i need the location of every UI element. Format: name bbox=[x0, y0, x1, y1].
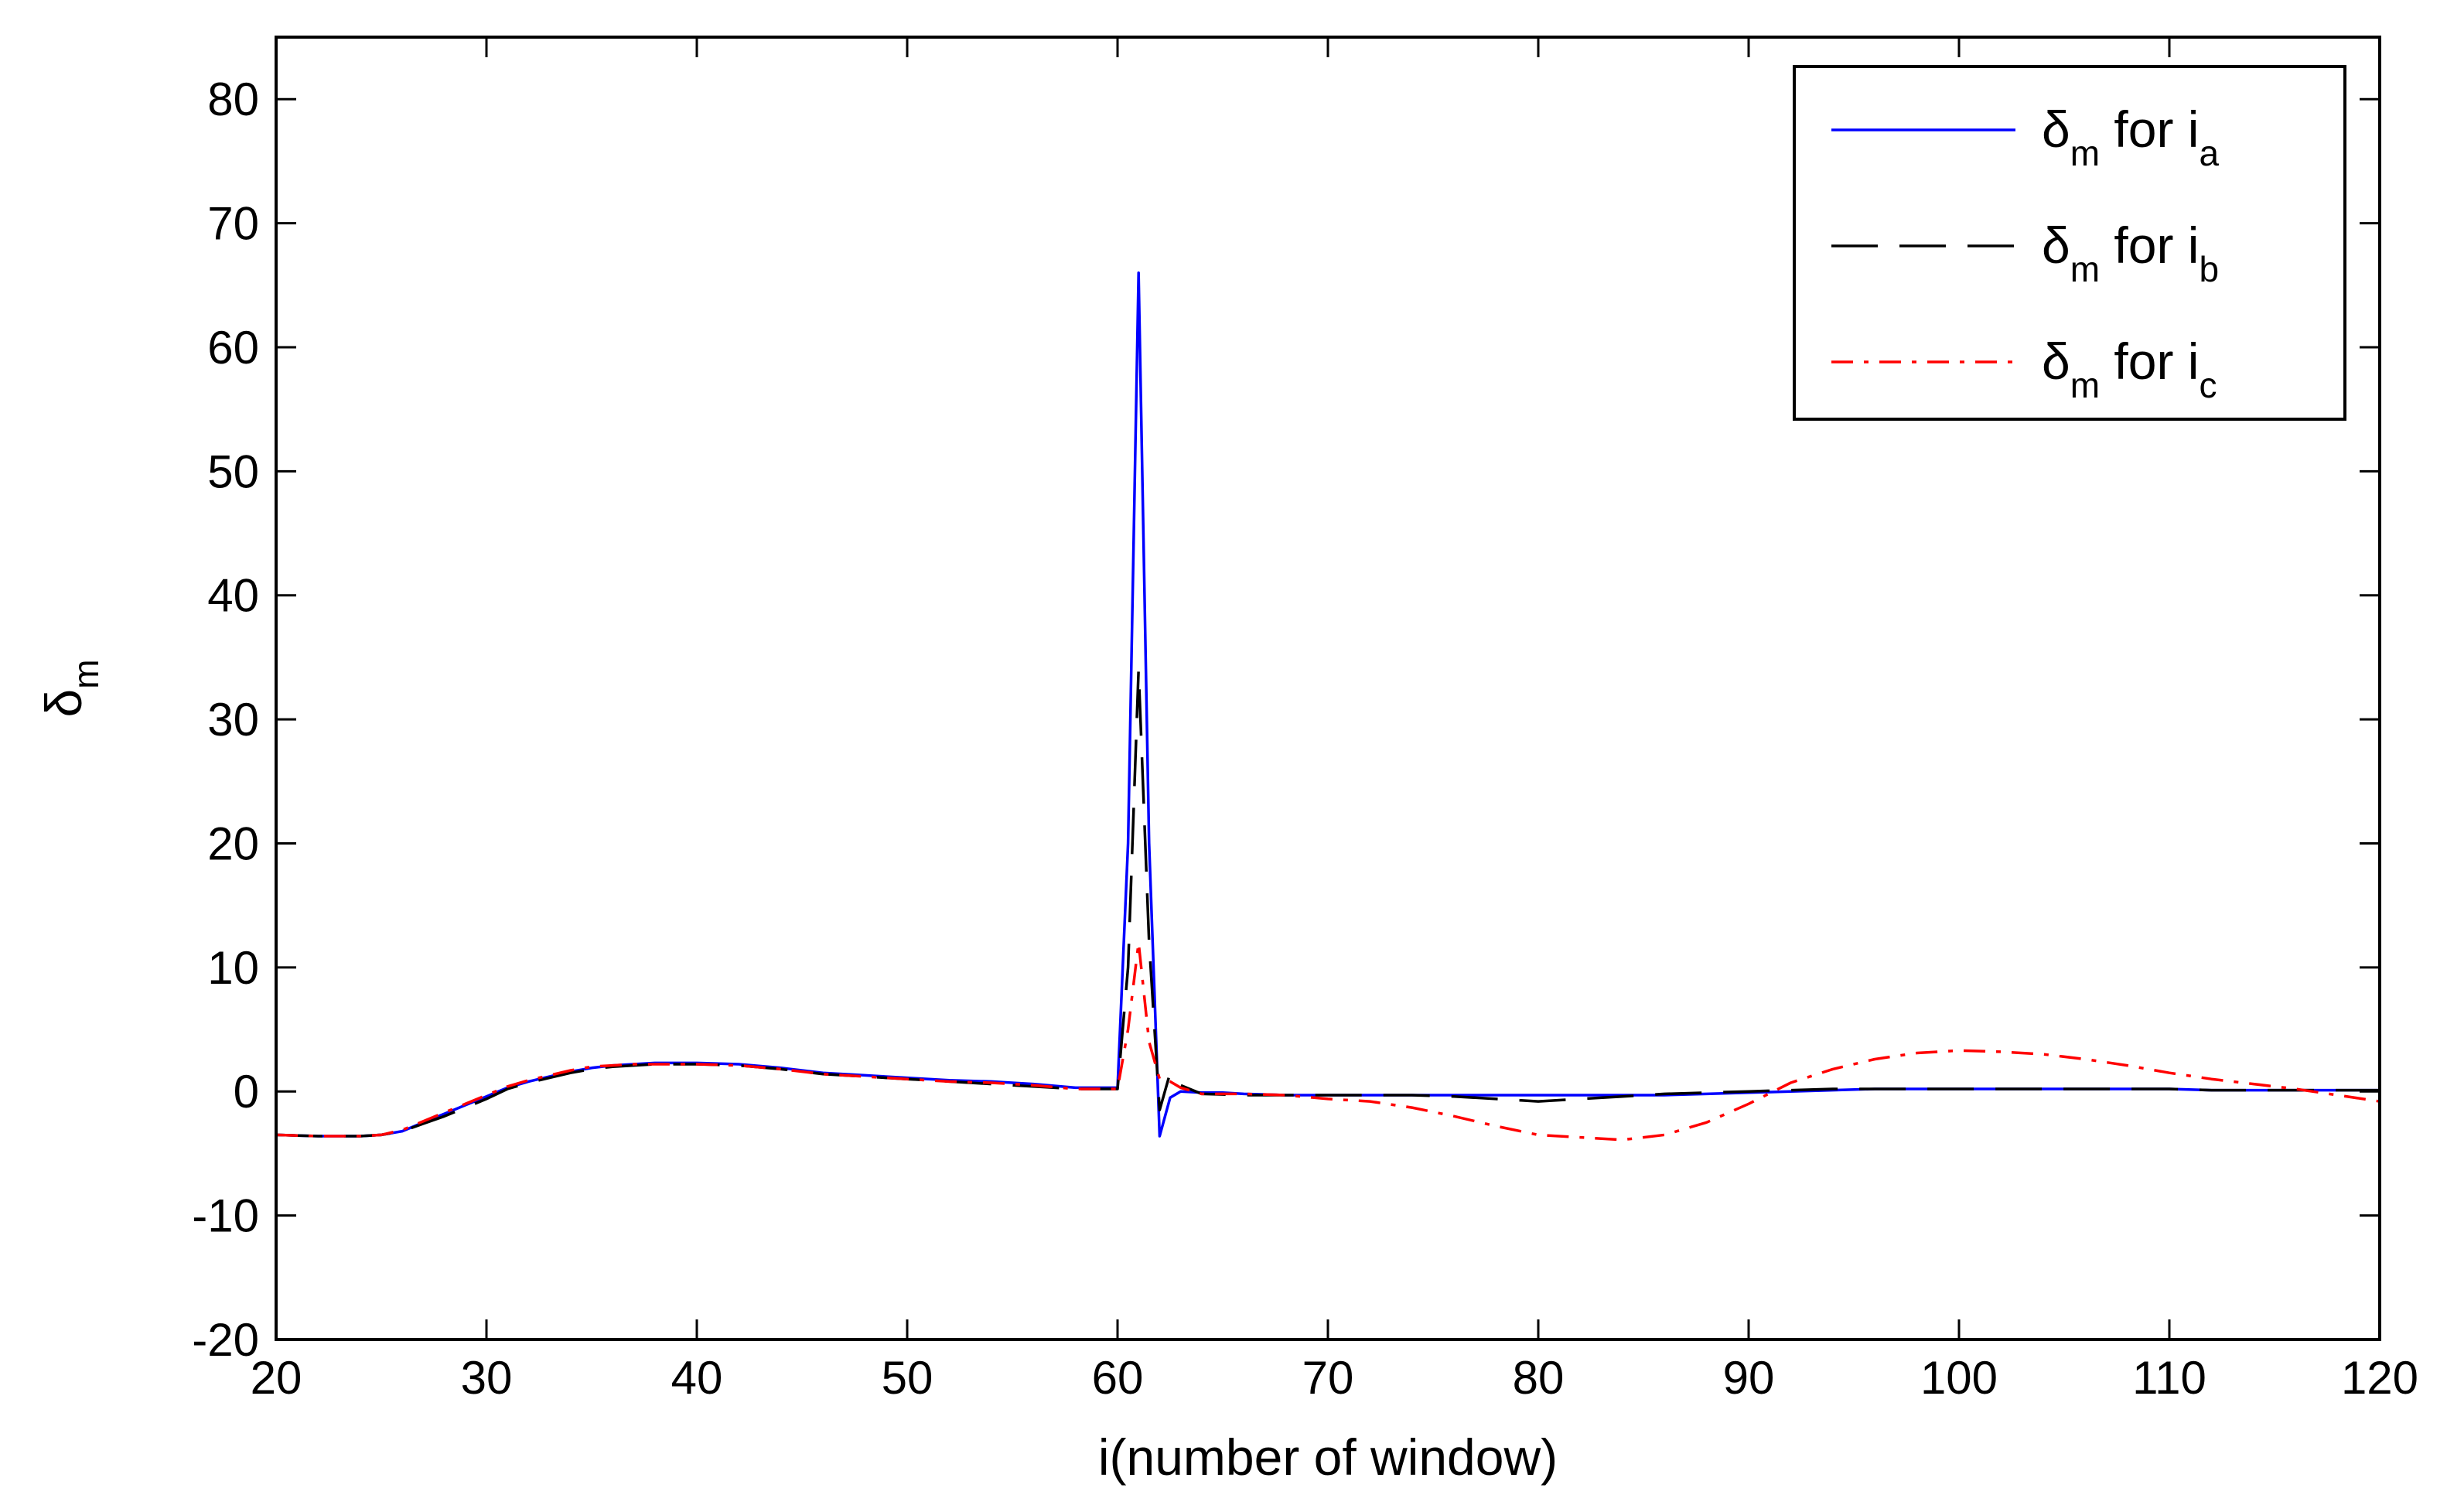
series-line-3 bbox=[275, 941, 2380, 1142]
x-tick-label: 30 bbox=[461, 1352, 513, 1404]
y-tick-label: 70 bbox=[207, 198, 259, 250]
y-tick-label: 60 bbox=[207, 322, 259, 374]
y-tick-label: 30 bbox=[207, 694, 259, 746]
x-tick-label: 40 bbox=[671, 1352, 723, 1404]
svg-text:δm: δm bbox=[35, 659, 106, 717]
y-axis-label-base: δ bbox=[35, 689, 92, 718]
legend-label-3: δm for ic bbox=[2042, 333, 2217, 405]
y-axis-label-sub: m bbox=[66, 659, 106, 688]
y-axis-label: δm bbox=[35, 659, 106, 717]
x-tick-label: 50 bbox=[882, 1352, 933, 1404]
x-axis-label: i(number of window) bbox=[1098, 1428, 1558, 1486]
x-tick-label: 110 bbox=[2132, 1352, 2206, 1404]
legend: δm for ia δm for ib δm for ic bbox=[1793, 65, 2346, 421]
x-tick-label: 100 bbox=[1920, 1352, 1998, 1404]
y-tick-label: 10 bbox=[207, 942, 259, 994]
y-tick-label: -20 bbox=[192, 1314, 259, 1366]
legend-label-1: δm for ia bbox=[2042, 101, 2219, 173]
x-tick-label: 90 bbox=[1723, 1352, 1775, 1404]
y-tick-label: 50 bbox=[207, 445, 259, 497]
x-tick-label: 20 bbox=[251, 1352, 302, 1404]
y-tick-label: 20 bbox=[207, 817, 259, 869]
y-tick-label: 40 bbox=[207, 570, 259, 622]
y-tick-label: 80 bbox=[207, 73, 259, 125]
y-tick-label: -10 bbox=[192, 1190, 259, 1242]
y-tick-label: 0 bbox=[234, 1066, 259, 1118]
series-line-2 bbox=[275, 668, 2380, 1138]
x-tick-label: 60 bbox=[1092, 1352, 1144, 1404]
ticks-layer: 20 30 40 50 60 70 80 90 100 110 120 -20 -10 0 10 20 30 40… bbox=[192, 37, 2418, 1404]
x-tick-label: 120 bbox=[2341, 1352, 2418, 1404]
x-tick-label: 70 bbox=[1302, 1352, 1354, 1404]
series-layer bbox=[275, 271, 2380, 1142]
legend-box bbox=[1793, 65, 2346, 421]
legend-label-2: δm for ib bbox=[2042, 217, 2219, 289]
x-tick-label: 80 bbox=[1513, 1352, 1565, 1404]
